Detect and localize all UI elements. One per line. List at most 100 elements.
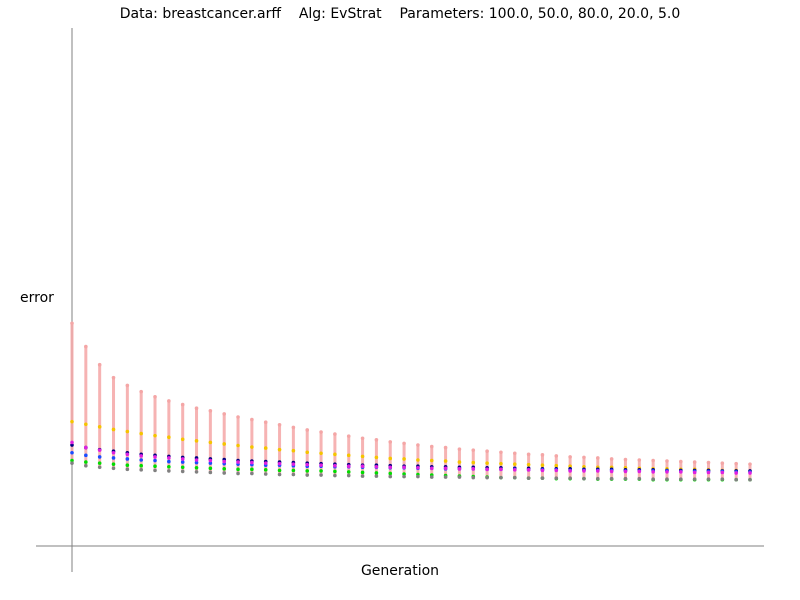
data-point [125,457,130,461]
data-point [471,467,476,471]
data-point [637,476,642,481]
data-point [402,457,406,461]
data-point [568,476,572,480]
data-point [388,471,393,476]
data-point [609,476,614,481]
data-point [485,467,489,472]
data-point [512,475,517,480]
data-point [305,473,310,477]
data-point [734,471,738,475]
data-point [416,443,420,447]
data-point [333,473,337,478]
data-point [167,435,171,440]
data-point [263,420,268,424]
data-point [512,451,517,456]
data-point [679,477,683,481]
data-point [692,477,697,481]
data-point [512,468,517,472]
data-point [222,412,227,416]
data-point [499,467,503,472]
data-point [236,443,240,448]
data-point [360,454,365,459]
data-point [402,472,406,476]
data-point [582,455,586,460]
data-point [194,470,199,474]
data-point [111,375,116,380]
data-point [84,453,88,458]
data-point [111,456,116,460]
data-point [194,460,199,465]
data-point [540,476,545,480]
data-point [720,477,725,481]
data-point [388,456,393,461]
data-point [70,419,74,424]
data-point [706,470,711,475]
data-point [180,469,185,474]
data-point [167,459,171,464]
data-point [499,450,503,455]
range-bars [70,323,752,480]
data-point [333,452,337,457]
data-point [194,458,199,462]
data-point [595,476,600,481]
data-point [485,461,489,465]
y-axis-label: error [20,290,54,306]
data-point [250,417,254,422]
data-point [277,422,282,427]
data-point [139,454,143,458]
data-point [319,473,323,477]
data-point [111,427,116,432]
data-point [277,447,282,452]
data-point [443,466,448,471]
data-point [360,474,365,478]
data-point [706,477,711,481]
data-point [277,468,282,473]
data-point [623,457,628,462]
data-point [499,461,503,466]
data-point [263,446,268,450]
data-point [623,469,628,474]
data-point [167,469,171,473]
data-point [360,436,365,441]
data-points [70,321,752,482]
data-point [97,362,102,367]
data-point [360,470,365,475]
data-point [346,473,351,478]
data-point [499,475,503,480]
data-point [153,464,157,469]
data-point [194,439,199,443]
data-point [291,462,296,466]
data-point [471,475,476,480]
data-point [720,461,725,465]
data-point [457,475,462,479]
data-point [429,466,434,471]
data-point [208,470,213,475]
data-point [153,455,157,459]
data-point [554,468,559,473]
data-point [748,471,752,475]
data-point [402,474,406,479]
data-point [471,448,476,452]
data-point [70,458,74,463]
data-point [554,454,559,458]
data-point [595,469,600,473]
data-point [429,475,434,479]
range-bar [84,346,88,466]
data-point [568,464,572,469]
data-point [748,477,752,482]
data-point [125,383,130,388]
data-point [595,456,600,460]
data-point [139,431,143,436]
range-bar [153,396,157,471]
data-point [208,466,213,471]
data-point [443,445,448,450]
data-point [222,471,227,475]
data-point [291,468,296,473]
data-point [429,458,434,463]
data-point [582,469,586,473]
data-point [125,467,130,472]
data-point [97,425,102,429]
data-point [526,476,531,480]
data-point [457,467,462,471]
data-point [236,415,240,419]
